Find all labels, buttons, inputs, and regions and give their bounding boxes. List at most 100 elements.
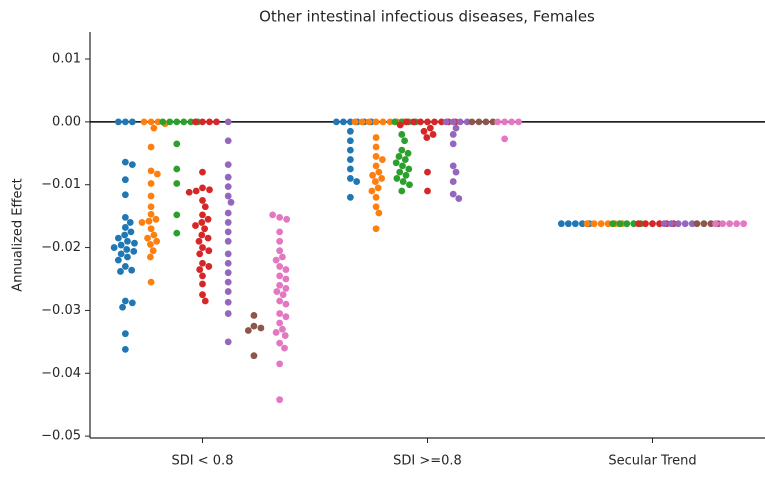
point bbox=[339, 118, 347, 126]
point bbox=[206, 186, 213, 194]
point bbox=[282, 300, 290, 308]
point bbox=[276, 297, 284, 305]
point bbox=[401, 137, 408, 145]
point bbox=[346, 175, 354, 182]
point bbox=[224, 250, 232, 258]
point bbox=[368, 187, 376, 195]
point bbox=[121, 224, 129, 231]
point bbox=[371, 178, 379, 185]
point bbox=[449, 131, 457, 138]
point bbox=[399, 178, 407, 185]
point bbox=[154, 118, 162, 126]
point bbox=[250, 352, 258, 360]
point bbox=[276, 310, 284, 317]
point bbox=[272, 329, 280, 336]
point bbox=[195, 237, 203, 245]
point bbox=[379, 118, 387, 126]
point bbox=[114, 256, 122, 264]
point bbox=[346, 146, 354, 154]
point bbox=[449, 118, 457, 126]
point bbox=[121, 118, 129, 126]
point bbox=[463, 118, 471, 126]
point bbox=[124, 253, 131, 261]
point bbox=[204, 215, 212, 223]
point bbox=[395, 153, 403, 160]
point bbox=[372, 162, 380, 170]
point bbox=[273, 288, 281, 295]
point bbox=[346, 156, 354, 163]
point bbox=[147, 278, 155, 286]
point bbox=[145, 217, 153, 225]
point bbox=[410, 118, 417, 126]
point bbox=[150, 231, 158, 239]
point bbox=[456, 118, 464, 126]
point bbox=[224, 298, 232, 306]
point bbox=[121, 330, 129, 338]
point bbox=[147, 143, 155, 151]
point bbox=[192, 222, 199, 229]
point bbox=[147, 180, 155, 187]
point bbox=[244, 327, 252, 334]
point bbox=[635, 220, 642, 228]
y-tick-label: −0.05 bbox=[41, 429, 81, 444]
point bbox=[147, 210, 155, 218]
point bbox=[269, 211, 277, 219]
point bbox=[224, 278, 232, 286]
point bbox=[279, 253, 286, 261]
point bbox=[224, 209, 232, 217]
point bbox=[149, 247, 157, 255]
point bbox=[159, 118, 167, 126]
point bbox=[452, 168, 460, 176]
point bbox=[199, 244, 206, 251]
point bbox=[667, 220, 675, 228]
y-axis-label: Annualized Effect bbox=[11, 178, 26, 291]
point bbox=[353, 178, 361, 185]
point bbox=[206, 118, 213, 126]
point bbox=[117, 241, 125, 249]
point bbox=[609, 220, 617, 228]
point bbox=[429, 131, 437, 138]
y-tick-label: −0.01 bbox=[41, 177, 81, 192]
point bbox=[489, 118, 497, 126]
point bbox=[224, 118, 232, 126]
point bbox=[623, 220, 631, 228]
point bbox=[515, 118, 523, 126]
point bbox=[199, 280, 206, 288]
point bbox=[205, 263, 213, 270]
point bbox=[119, 303, 126, 311]
point bbox=[707, 220, 715, 228]
point bbox=[346, 118, 354, 126]
point bbox=[121, 214, 129, 221]
point bbox=[126, 219, 134, 226]
point bbox=[557, 220, 565, 228]
point bbox=[578, 220, 586, 228]
point bbox=[442, 118, 450, 126]
point bbox=[424, 118, 431, 126]
point bbox=[123, 246, 131, 253]
chart-title: Other intestinal infectious diseases, Fe… bbox=[259, 8, 595, 26]
point bbox=[224, 228, 232, 236]
point bbox=[346, 127, 354, 135]
point bbox=[346, 193, 354, 201]
point bbox=[358, 118, 366, 126]
point bbox=[346, 165, 354, 173]
point bbox=[166, 118, 174, 126]
point bbox=[153, 237, 161, 245]
point bbox=[199, 291, 206, 299]
point bbox=[420, 127, 428, 135]
point bbox=[398, 187, 406, 195]
point bbox=[449, 162, 457, 170]
point bbox=[173, 229, 181, 237]
point bbox=[121, 176, 129, 184]
point bbox=[391, 118, 399, 126]
point bbox=[213, 118, 220, 126]
point bbox=[257, 324, 265, 332]
x-tick-label: SDI >=0.8 bbox=[393, 454, 462, 469]
point bbox=[140, 118, 148, 126]
point bbox=[405, 165, 413, 173]
point bbox=[196, 250, 204, 258]
point bbox=[616, 220, 624, 228]
point bbox=[401, 156, 409, 163]
point bbox=[501, 135, 509, 143]
point bbox=[501, 118, 509, 126]
